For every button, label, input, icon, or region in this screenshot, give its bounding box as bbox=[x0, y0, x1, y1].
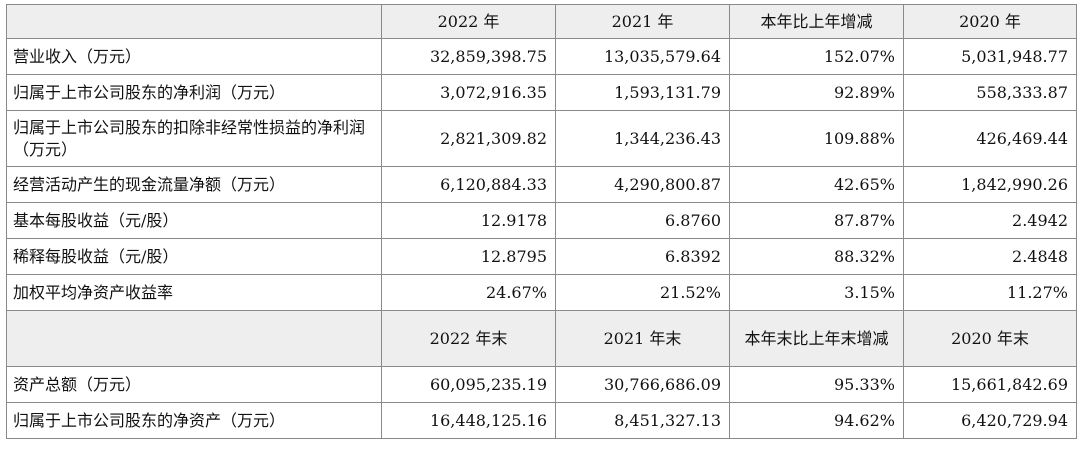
row-label: 基本每股收益（元/股） bbox=[6, 202, 382, 239]
key-financial-indicators-table: 2022 年 2021 年 本年比上年增减 2020 年 营业收入（万元） 32… bbox=[6, 4, 1077, 439]
value-2022: 24.67% bbox=[381, 274, 556, 311]
value-2021: 6.8392 bbox=[555, 238, 730, 275]
value-2020: 1,842,990.26 bbox=[903, 166, 1077, 203]
table-row: 资产总额（万元） 60,095,235.19 30,766,686.09 95.… bbox=[6, 366, 1077, 403]
value-2022: 2,821,309.82 bbox=[381, 110, 556, 167]
row-label: 稀释每股收益（元/股） bbox=[6, 238, 382, 275]
table-row: 归属于上市公司股东的净利润（万元） 3,072,916.35 1,593,131… bbox=[6, 74, 1077, 111]
value-2020: 2.4848 bbox=[903, 238, 1077, 275]
value-change: 95.33% bbox=[729, 366, 904, 403]
header-cell-change-end: 本年末比上年末增减 bbox=[729, 310, 904, 367]
financial-summary-sheet: 2022 年 2021 年 本年比上年增减 2020 年 营业收入（万元） 32… bbox=[6, 4, 1077, 439]
table-header-row-year-end: 2022 年末 2021 年末 本年末比上年末增减 2020 年末 bbox=[6, 310, 1077, 367]
value-2020: 6,420,729.94 bbox=[903, 402, 1077, 439]
row-label: 加权平均净资产收益率 bbox=[6, 274, 382, 311]
value-2021: 1,593,131.79 bbox=[555, 74, 730, 111]
value-2021: 8,451,327.13 bbox=[555, 402, 730, 439]
header-cell-2021: 2021 年 bbox=[555, 4, 730, 39]
value-change: 92.89% bbox=[729, 74, 904, 111]
table-row: 稀释每股收益（元/股） 12.8795 6.8392 88.32% 2.4848 bbox=[6, 238, 1077, 275]
header-cell-blank bbox=[6, 4, 382, 39]
value-change: 152.07% bbox=[729, 38, 904, 75]
table-row: 营业收入（万元） 32,859,398.75 13,035,579.64 152… bbox=[6, 38, 1077, 75]
value-2022: 32,859,398.75 bbox=[381, 38, 556, 75]
value-2020: 11.27% bbox=[903, 274, 1077, 311]
value-change: 109.88% bbox=[729, 110, 904, 167]
table-row: 经营活动产生的现金流量净额（万元） 6,120,884.33 4,290,800… bbox=[6, 166, 1077, 203]
row-label: 归属于上市公司股东的净资产（万元） bbox=[6, 402, 382, 439]
value-2021: 30,766,686.09 bbox=[555, 366, 730, 403]
value-2021: 6.8760 bbox=[555, 202, 730, 239]
value-2021: 4,290,800.87 bbox=[555, 166, 730, 203]
table-row: 归属于上市公司股东的扣除非经常性损益的净利润（万元） 2,821,309.82 … bbox=[6, 110, 1077, 167]
value-change: 88.32% bbox=[729, 238, 904, 275]
table-row: 归属于上市公司股东的净资产（万元） 16,448,125.16 8,451,32… bbox=[6, 402, 1077, 439]
row-label: 营业收入（万元） bbox=[6, 38, 382, 75]
value-2021: 1,344,236.43 bbox=[555, 110, 730, 167]
value-2020: 558,333.87 bbox=[903, 74, 1077, 111]
value-2022: 12.9178 bbox=[381, 202, 556, 239]
value-2020: 5,031,948.77 bbox=[903, 38, 1077, 75]
value-2022: 6,120,884.33 bbox=[381, 166, 556, 203]
value-2022: 3,072,916.35 bbox=[381, 74, 556, 111]
value-2022: 12.8795 bbox=[381, 238, 556, 275]
row-label: 资产总额（万元） bbox=[6, 366, 382, 403]
value-change: 94.62% bbox=[729, 402, 904, 439]
value-2020: 426,469.44 bbox=[903, 110, 1077, 167]
table-header-row: 2022 年 2021 年 本年比上年增减 2020 年 bbox=[6, 4, 1077, 39]
table-row: 加权平均净资产收益率 24.67% 21.52% 3.15% 11.27% bbox=[6, 274, 1077, 311]
header-cell-2020: 2020 年 bbox=[903, 4, 1077, 39]
header-cell-change: 本年比上年增减 bbox=[729, 4, 904, 39]
header-cell-2022-end: 2022 年末 bbox=[381, 310, 556, 367]
header-cell-blank bbox=[6, 310, 382, 367]
value-2020: 2.4942 bbox=[903, 202, 1077, 239]
table-row: 基本每股收益（元/股） 12.9178 6.8760 87.87% 2.4942 bbox=[6, 202, 1077, 239]
header-cell-2021-end: 2021 年末 bbox=[555, 310, 730, 367]
row-label: 经营活动产生的现金流量净额（万元） bbox=[6, 166, 382, 203]
value-2020: 15,661,842.69 bbox=[903, 366, 1077, 403]
header-cell-2020-end: 2020 年末 bbox=[903, 310, 1077, 367]
value-2021: 21.52% bbox=[555, 274, 730, 311]
header-cell-2022: 2022 年 bbox=[381, 4, 556, 39]
value-change: 87.87% bbox=[729, 202, 904, 239]
row-label: 归属于上市公司股东的扣除非经常性损益的净利润（万元） bbox=[6, 110, 382, 167]
row-label: 归属于上市公司股东的净利润（万元） bbox=[6, 74, 382, 111]
value-change: 42.65% bbox=[729, 166, 904, 203]
value-change: 3.15% bbox=[729, 274, 904, 311]
value-2022: 60,095,235.19 bbox=[381, 366, 556, 403]
value-2021: 13,035,579.64 bbox=[555, 38, 730, 75]
value-2022: 16,448,125.16 bbox=[381, 402, 556, 439]
